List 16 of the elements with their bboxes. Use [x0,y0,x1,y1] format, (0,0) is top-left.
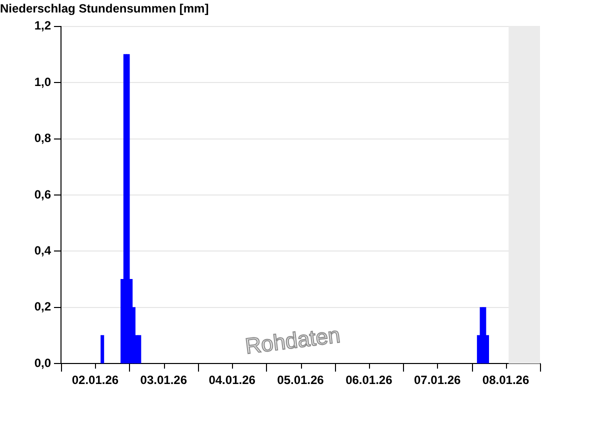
x-tick-label: 08.01.26 [482,373,530,388]
x-tick-label: 02.01.26 [72,373,119,388]
x-tick-label: 06.01.26 [346,373,393,388]
chart-title: Niederschlag Stundensummen [mm] [0,2,209,16]
y-tick-label: 0,0 [34,356,52,370]
y-tick-label: 0,4 [34,244,52,258]
y-tick-label: 0,6 [34,187,52,202]
y-tick-label: 0,2 [34,300,52,314]
x-tick-label: 05.01.26 [277,373,324,388]
y-tick-label: 1,0 [34,74,52,89]
annotation: Rohdaten [244,322,342,360]
y-tick-label: 0,8 [34,131,52,146]
y-tick-label: 1,2 [34,18,52,33]
x-tick-label: 07.01.26 [414,373,462,388]
x-tick-label: 04.01.26 [208,373,256,388]
x-tick-label: 03.01.26 [140,373,188,388]
